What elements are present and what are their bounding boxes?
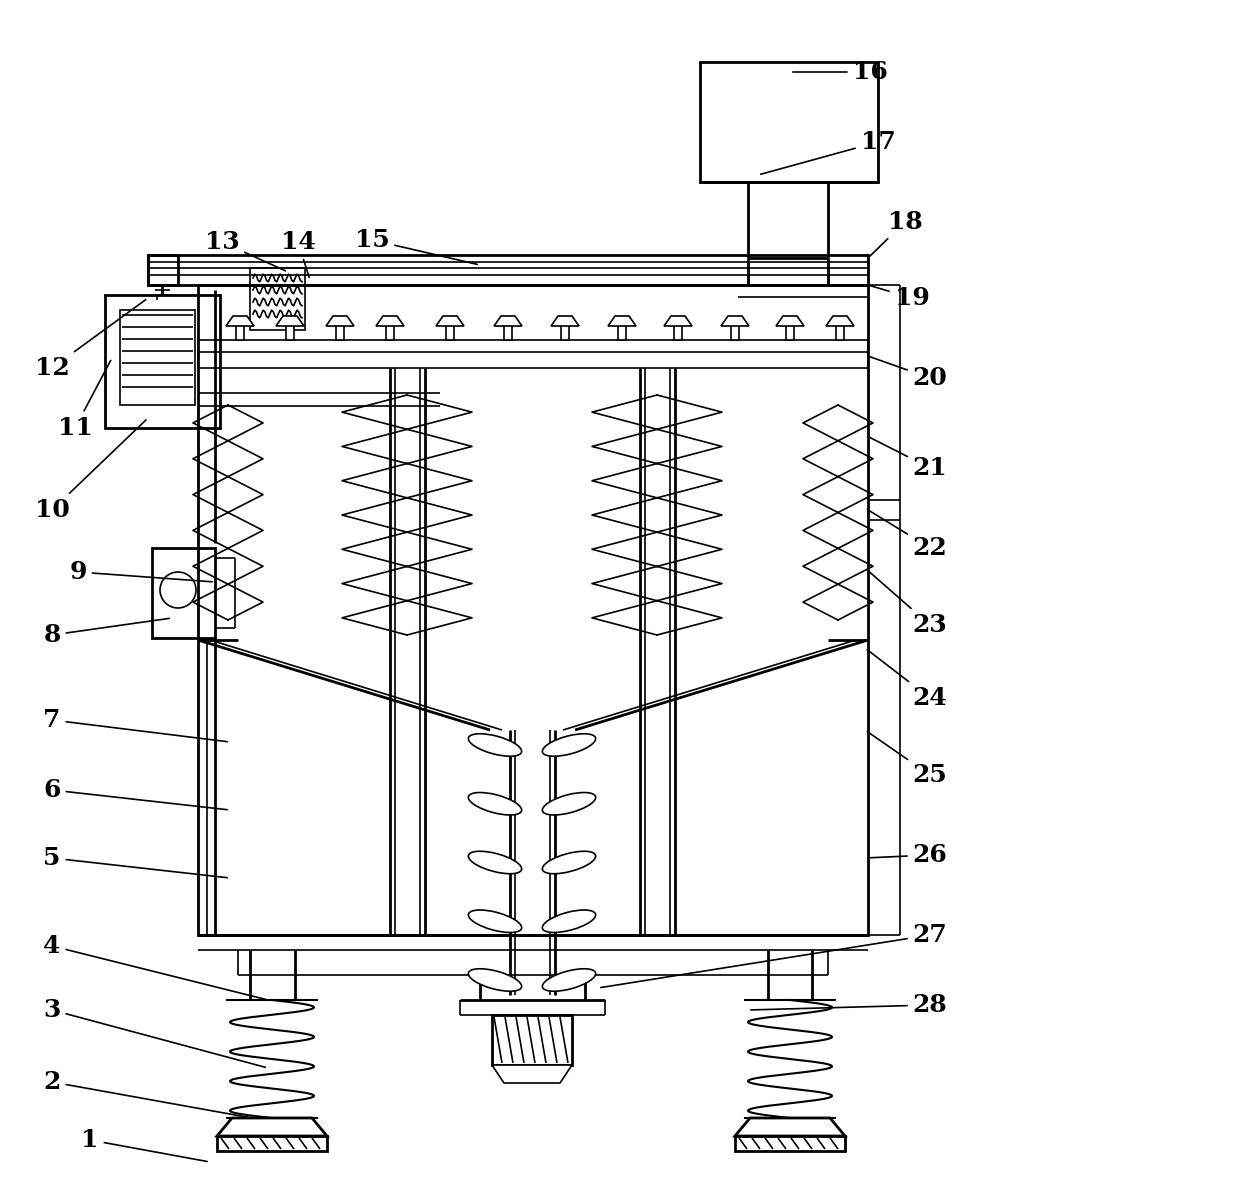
Polygon shape <box>826 315 854 326</box>
Polygon shape <box>286 321 294 341</box>
Polygon shape <box>776 315 804 326</box>
Polygon shape <box>786 321 794 341</box>
Text: 13: 13 <box>205 229 285 271</box>
Polygon shape <box>326 315 353 326</box>
Ellipse shape <box>469 792 522 815</box>
Polygon shape <box>386 321 394 341</box>
Ellipse shape <box>542 792 595 815</box>
Text: 4: 4 <box>43 934 265 999</box>
Polygon shape <box>732 321 739 341</box>
Ellipse shape <box>469 851 522 874</box>
Bar <box>217 1136 327 1151</box>
Polygon shape <box>720 315 749 326</box>
Text: 20: 20 <box>868 356 947 390</box>
Text: 6: 6 <box>43 778 227 810</box>
Polygon shape <box>236 321 244 341</box>
Text: 24: 24 <box>867 650 947 710</box>
Text: 27: 27 <box>600 923 947 987</box>
Ellipse shape <box>469 969 522 991</box>
Bar <box>120 310 195 405</box>
Bar <box>198 341 868 368</box>
Text: 28: 28 <box>750 993 947 1017</box>
Polygon shape <box>608 315 636 326</box>
Ellipse shape <box>469 734 522 756</box>
Text: 22: 22 <box>867 509 947 560</box>
Bar <box>735 1136 844 1151</box>
Text: 25: 25 <box>867 731 947 788</box>
Bar <box>105 295 219 428</box>
Bar <box>701 62 878 182</box>
Polygon shape <box>277 315 304 326</box>
Bar <box>148 255 868 284</box>
Polygon shape <box>618 321 626 341</box>
Text: 15: 15 <box>355 228 477 264</box>
Polygon shape <box>494 315 522 326</box>
Text: 21: 21 <box>868 436 947 480</box>
Text: 1: 1 <box>82 1128 207 1162</box>
Text: 10: 10 <box>35 419 146 522</box>
Text: 19: 19 <box>870 286 930 310</box>
Text: 23: 23 <box>867 570 947 637</box>
Text: 9: 9 <box>69 560 212 584</box>
Text: 14: 14 <box>280 229 315 277</box>
Text: 8: 8 <box>43 618 169 646</box>
Text: 17: 17 <box>760 130 895 174</box>
Text: 7: 7 <box>43 707 227 742</box>
Polygon shape <box>735 1119 844 1136</box>
Text: 18: 18 <box>870 210 923 256</box>
Polygon shape <box>492 1065 572 1083</box>
Polygon shape <box>336 321 343 341</box>
Ellipse shape <box>542 911 595 932</box>
Polygon shape <box>446 321 454 341</box>
Polygon shape <box>560 321 569 341</box>
Polygon shape <box>503 321 512 341</box>
Ellipse shape <box>469 911 522 932</box>
Polygon shape <box>663 315 692 326</box>
Polygon shape <box>836 321 844 341</box>
Text: 16: 16 <box>792 60 888 84</box>
Ellipse shape <box>542 969 595 991</box>
Text: 5: 5 <box>43 846 227 877</box>
Bar <box>250 268 305 330</box>
Text: 26: 26 <box>868 842 947 868</box>
Bar <box>492 1015 572 1065</box>
Polygon shape <box>376 315 404 326</box>
Bar <box>153 549 215 638</box>
Text: 2: 2 <box>43 1070 249 1117</box>
Polygon shape <box>217 1119 327 1136</box>
Text: 11: 11 <box>57 361 110 440</box>
Ellipse shape <box>542 734 595 756</box>
Ellipse shape <box>542 851 595 874</box>
Bar <box>198 284 868 934</box>
Polygon shape <box>675 321 682 341</box>
Text: 3: 3 <box>43 998 265 1067</box>
Polygon shape <box>226 315 254 326</box>
Polygon shape <box>551 315 579 326</box>
Bar <box>148 255 179 284</box>
Text: 12: 12 <box>35 300 146 380</box>
Polygon shape <box>436 315 464 326</box>
